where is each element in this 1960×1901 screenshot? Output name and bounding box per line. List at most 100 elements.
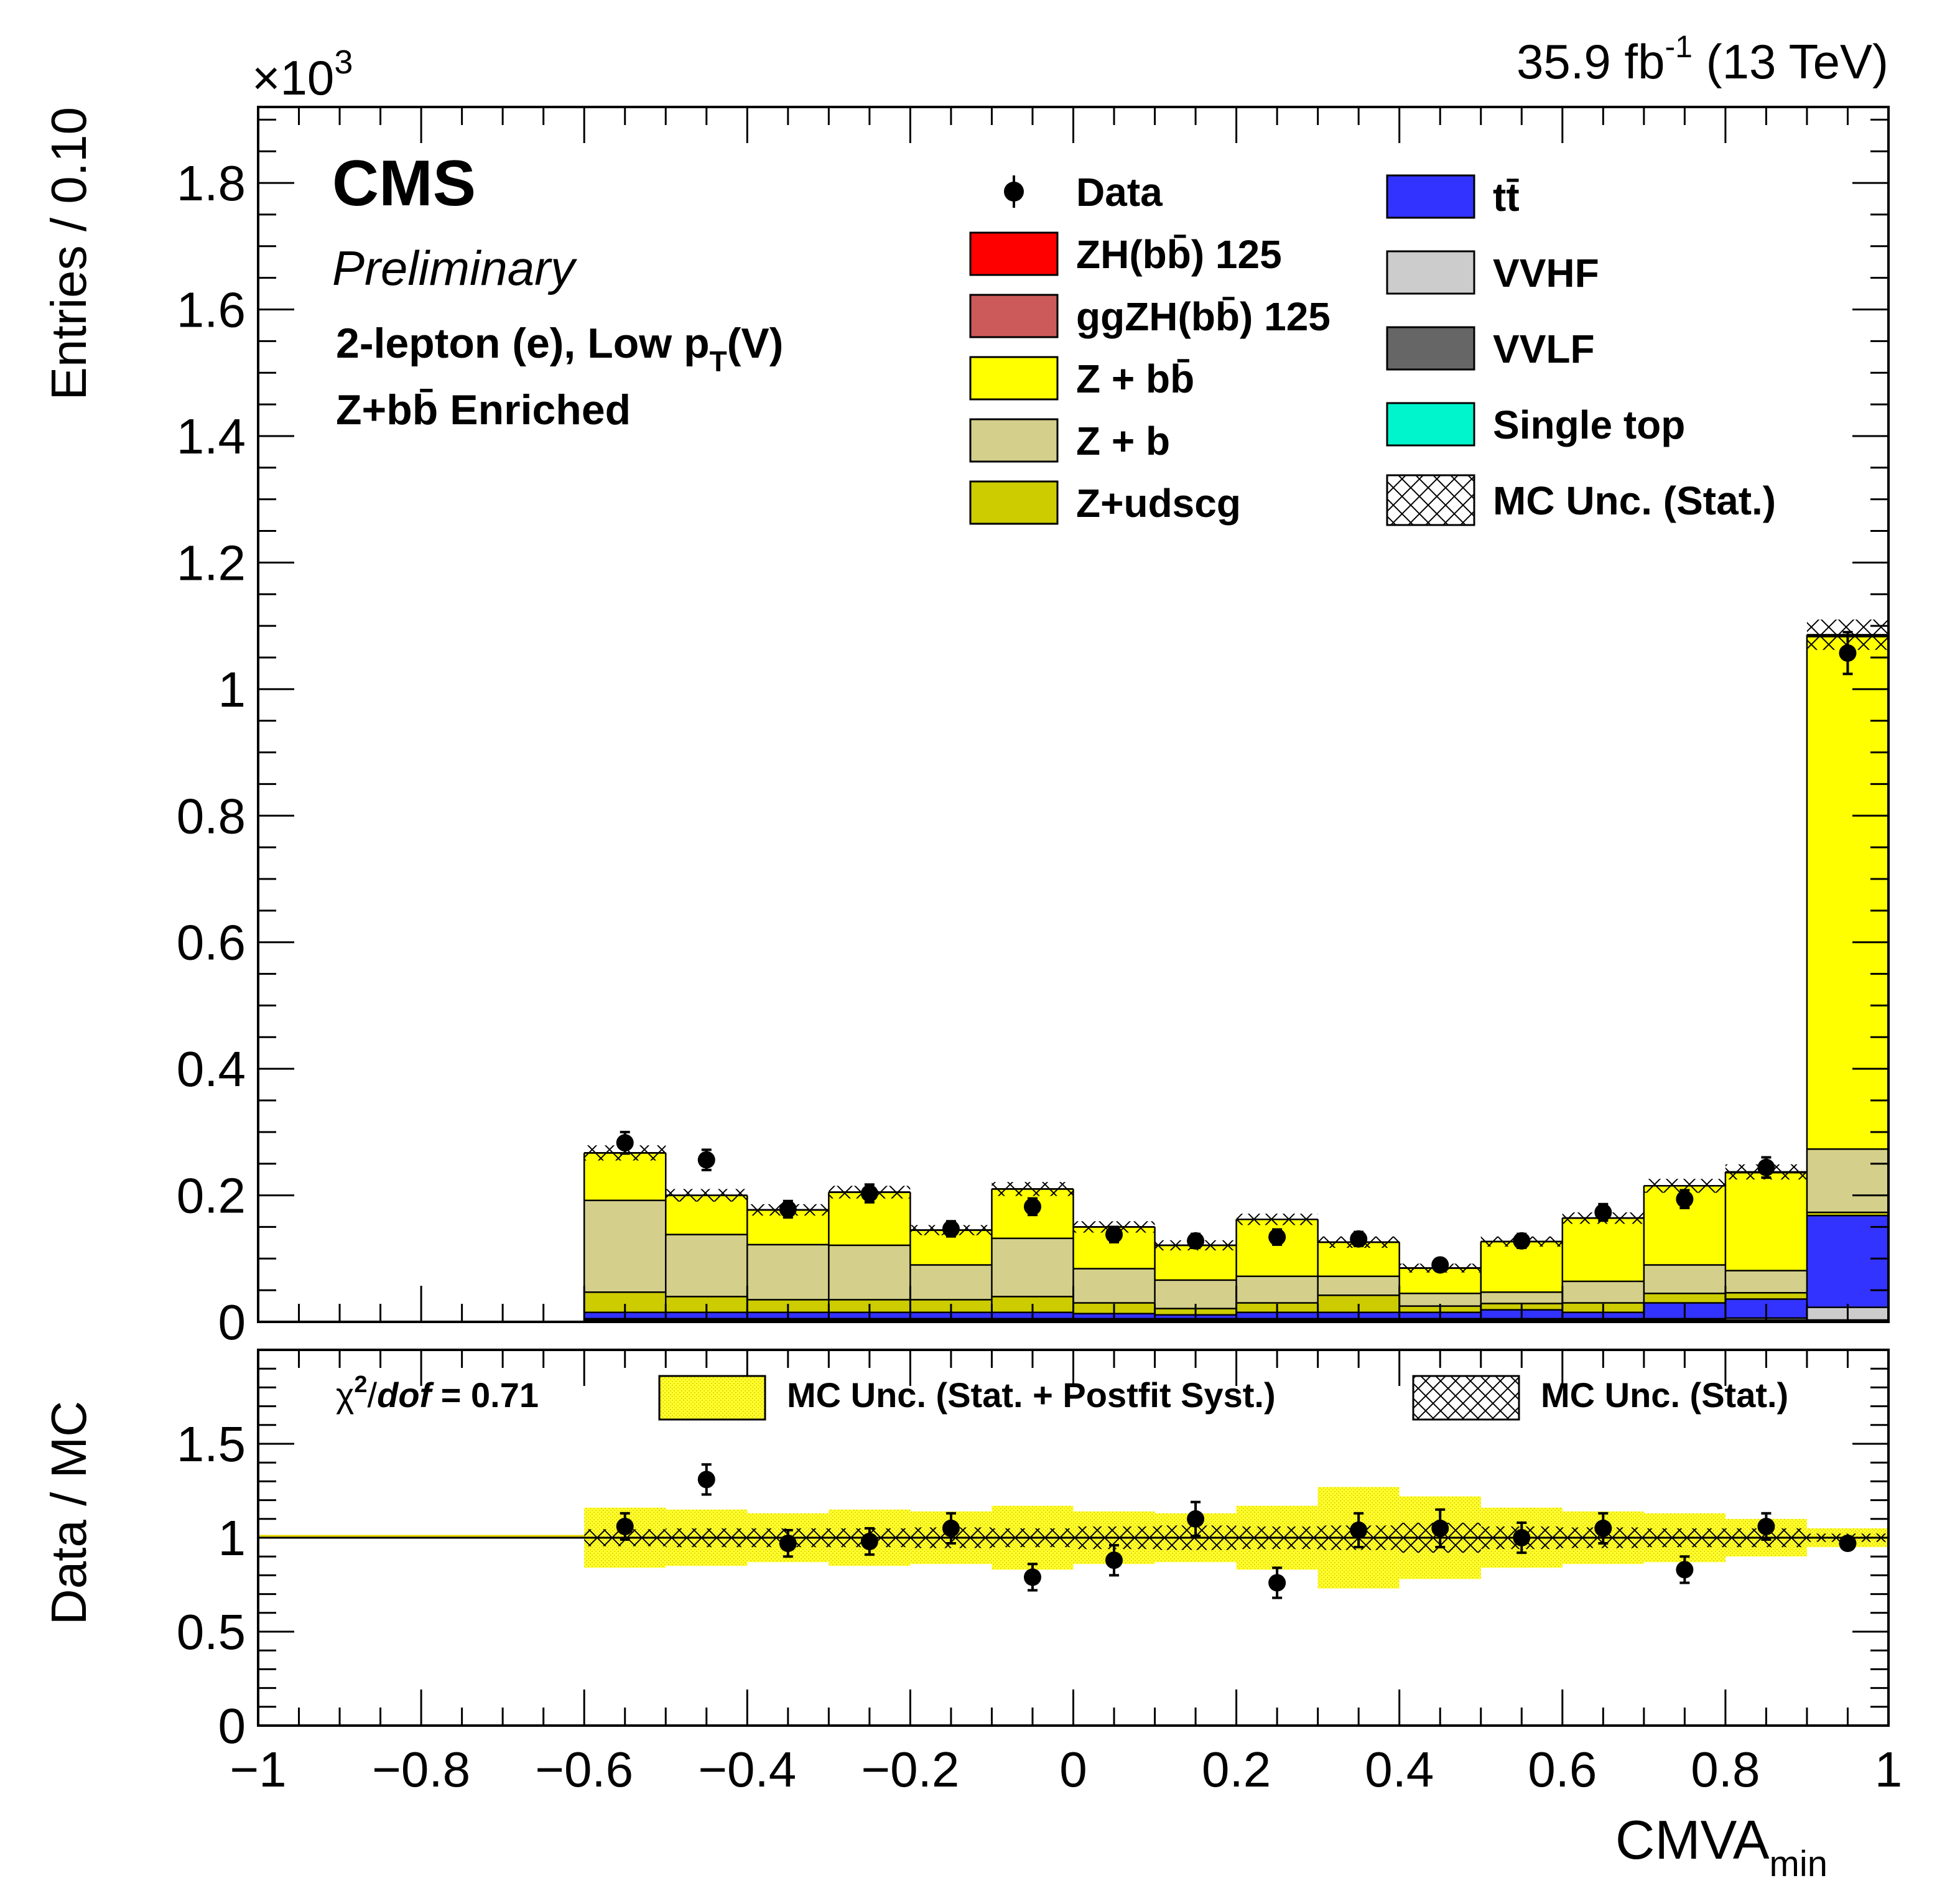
mc-unc-hatch — [1236, 1214, 1318, 1225]
stack-bar — [1725, 1172, 1807, 1271]
luminosity-label: 35.9 fb-1 (13 TeV) — [1516, 29, 1888, 89]
stack-bar — [666, 1195, 748, 1235]
stack-bar — [1399, 1293, 1481, 1306]
stack-bar — [1562, 1218, 1644, 1281]
ratio-point — [942, 1519, 960, 1537]
data-point — [1676, 1190, 1694, 1208]
stack-outline — [584, 1148, 1888, 1294]
x-tick-label: 0.2 — [1202, 1742, 1271, 1797]
x-tick-label: 0 — [1059, 1742, 1087, 1797]
legend-label: tt̄ — [1493, 175, 1520, 220]
stack-bar — [584, 1200, 666, 1293]
ratio-point — [1513, 1529, 1531, 1546]
data-point — [1431, 1256, 1449, 1274]
legend-label: VVHF — [1493, 251, 1599, 295]
legend-swatch — [1386, 250, 1475, 295]
ratio-y-tick-label: 1.5 — [177, 1416, 246, 1472]
x-tick-label: −1 — [230, 1742, 286, 1797]
cms-label: CMS — [332, 147, 476, 220]
stack-bar — [1725, 1293, 1807, 1299]
y-tick-label: 1 — [218, 662, 246, 717]
stack-z-b — [584, 1149, 1888, 1309]
stack-bar — [1806, 1149, 1888, 1213]
stat-band-label: MC Unc. (Stat.) — [1541, 1375, 1788, 1415]
chi2-label: χ2/dof = 0.71 — [336, 1372, 539, 1415]
legend-label: VVLF — [1493, 327, 1595, 371]
data-point — [1757, 1158, 1775, 1176]
stack-bar — [829, 1245, 911, 1300]
legend-entry: Z + b — [969, 418, 1170, 463]
ratio-point — [1594, 1519, 1612, 1537]
ratio-y-axis-title: Data / MC — [41, 1401, 96, 1625]
y-tick-label: 1.2 — [177, 535, 246, 590]
mc-stat-uncertainty — [584, 619, 1888, 1273]
legend-label: ZH(bb̄) 125 — [1076, 232, 1282, 277]
ratio-point — [697, 1471, 715, 1489]
stack-bar — [910, 1265, 992, 1300]
stack-outline — [584, 635, 1888, 1269]
stack-bar — [584, 1153, 666, 1201]
stack-bar — [1806, 636, 1888, 1150]
ratio-point — [1431, 1519, 1449, 1537]
data-point — [1350, 1230, 1368, 1248]
y-tick-label: 0.8 — [177, 788, 246, 844]
ratio-point — [1023, 1568, 1041, 1586]
data-point — [942, 1220, 960, 1238]
x-tick-label: −0.4 — [698, 1742, 796, 1797]
data-point — [616, 1134, 634, 1152]
y-tick-label: 0.6 — [177, 915, 246, 970]
legend-label: Single top — [1493, 402, 1685, 447]
x-tick-label: −0.8 — [372, 1742, 470, 1797]
y-tick-label: 1.8 — [177, 156, 246, 211]
preliminary-label: Preliminary — [332, 241, 577, 295]
legend-label: Z+udscg — [1076, 481, 1241, 526]
y-tick-label: 1.6 — [177, 282, 246, 338]
ratio-point — [1839, 1535, 1857, 1553]
mc-unc-hatch — [992, 1182, 1074, 1196]
ratio-y-tick-label: 1 — [218, 1510, 246, 1566]
legend-label: Data — [1076, 170, 1163, 215]
y-scale-label: ×103 — [252, 44, 353, 105]
stack-bar — [666, 1234, 748, 1297]
ratio-point — [1268, 1574, 1286, 1592]
stack-bar — [1725, 1270, 1807, 1293]
legend-entry: ggZH(bb̄) 125 — [969, 294, 1331, 339]
stack-bar — [992, 1238, 1074, 1297]
legend-swatch — [969, 418, 1059, 463]
legend-entry: VVHF — [1386, 250, 1599, 295]
stack-bar — [1643, 1293, 1725, 1303]
ratio-point — [1187, 1510, 1205, 1528]
y-tick-label: 0.4 — [177, 1041, 246, 1097]
data-point — [1513, 1232, 1531, 1250]
syst-band-label: MC Unc. (Stat. + Postfit Syst.) — [787, 1375, 1276, 1415]
channel-label: 2-lepton (e), Low pT(V) — [336, 320, 783, 378]
legend-entry: Data — [1004, 170, 1163, 215]
legend-entry: VVLF — [1386, 326, 1595, 371]
legend-marker — [1004, 182, 1024, 202]
ratio-legend: χ2/dof = 0.71 MC Unc. (Stat. + Postfit S… — [336, 1372, 1788, 1421]
legend-entry: Z+udscg — [969, 480, 1241, 526]
stack-bar — [1806, 1212, 1888, 1216]
data-point — [1594, 1204, 1612, 1222]
legend-swatch — [1386, 326, 1475, 371]
y-tick-label: 1.4 — [177, 409, 246, 464]
legend-label: MC Unc. (Stat.) — [1493, 478, 1776, 523]
main-panel: 0 0.2 0.4 0.6 0.8 1 1.2 1.4 1.6 1.8 — [177, 106, 1890, 1350]
syst-band-swatch — [658, 1375, 766, 1421]
stack-bar — [1562, 1281, 1644, 1303]
data-point — [1105, 1225, 1123, 1243]
mc-unc-hatch — [666, 1189, 748, 1202]
legend-entry: Single top — [1386, 402, 1685, 447]
ratio-panel: 0 0.5 1 1.5 −1 −0.8 −0.6 −0.4 −0.2 0 0.2 0.4 0.6 0.8 1 — [177, 1349, 1902, 1797]
legend-label: ggZH(bb̄) 125 — [1076, 294, 1331, 339]
ratio-axes: 0 0.5 1 1.5 −1 −0.8 −0.6 −0.4 −0.2 0 0.2 0.4 0.6 0.8 1 — [177, 1349, 1902, 1797]
stack-bar — [1317, 1276, 1400, 1296]
data-point — [779, 1200, 797, 1218]
main-axes: 0 0.2 0.4 0.6 0.8 1 1.2 1.4 1.6 1.8 — [177, 106, 1890, 1350]
stack-bar — [1236, 1219, 1318, 1276]
legend-swatch — [969, 231, 1059, 276]
stack-z-bb- — [584, 636, 1888, 1294]
data-point — [1023, 1197, 1041, 1215]
ratio-uncertainty-bands — [258, 1487, 1888, 1589]
stack-bar — [1480, 1241, 1563, 1293]
